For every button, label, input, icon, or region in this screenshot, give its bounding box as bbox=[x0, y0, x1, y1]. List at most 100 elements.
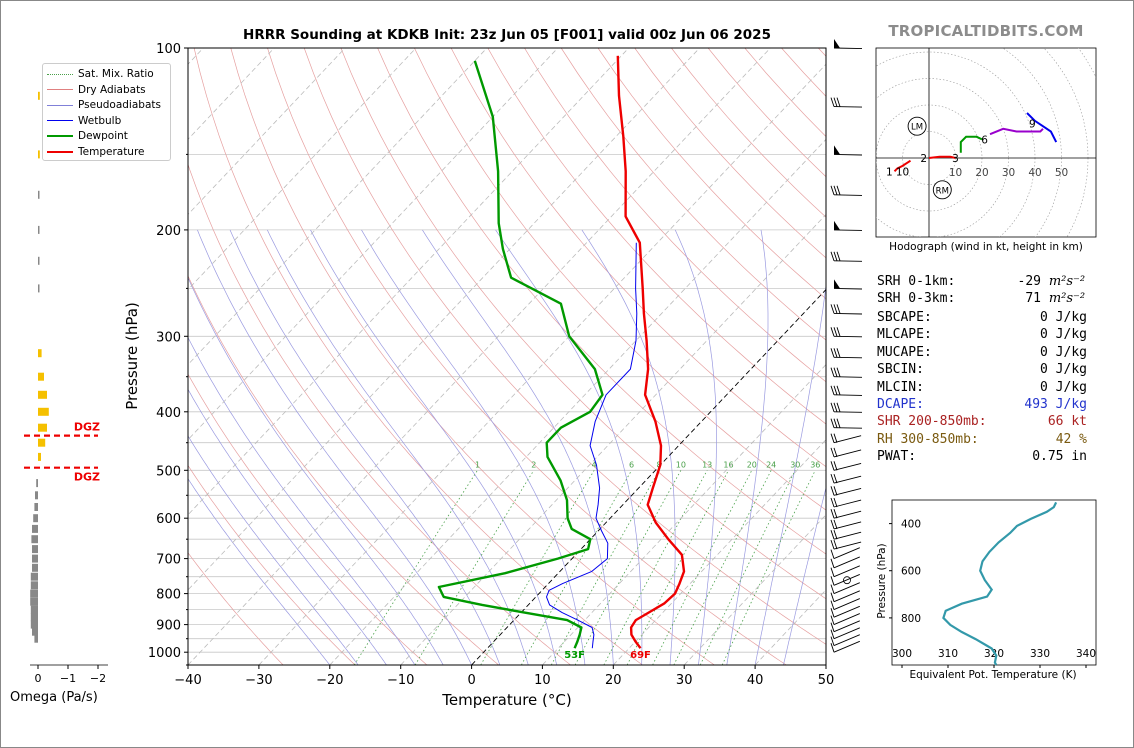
legend-swatch bbox=[47, 120, 73, 121]
omega-bar bbox=[38, 150, 40, 159]
stat-row: MLCAPE: 0 J/kg bbox=[877, 327, 1087, 342]
omega-bar bbox=[32, 554, 38, 563]
wind-barb-shaft bbox=[833, 613, 860, 626]
wind-barb-feather bbox=[836, 367, 841, 377]
pseudoadiabat-line bbox=[422, 229, 614, 665]
dry-adiabat-line bbox=[450, 48, 826, 468]
wind-barb-shaft bbox=[833, 194, 863, 196]
hodograph-trace bbox=[1026, 112, 1058, 143]
wind-barb-shaft bbox=[833, 312, 863, 315]
dry-adiabat-line bbox=[267, 48, 787, 665]
omega-bar bbox=[30, 620, 38, 629]
wind-barb-feather bbox=[836, 418, 841, 428]
mixing-ratio-label: 10 bbox=[676, 460, 686, 469]
wind-barb-shaft bbox=[833, 565, 860, 578]
thetae-y-tick-label: 800 bbox=[901, 613, 921, 625]
wind-barb-shaft bbox=[833, 582, 860, 595]
wind-barb-feather bbox=[830, 509, 835, 519]
stat-label: SHR 200-850mb: bbox=[877, 414, 987, 430]
wind-barb-feather bbox=[833, 486, 838, 496]
stat-value: 0 J/kg bbox=[1040, 344, 1087, 360]
wind-barb-feather bbox=[830, 251, 835, 261]
dry-adiabat-line bbox=[524, 48, 826, 383]
wind-barb-feather bbox=[830, 433, 835, 443]
wind-barb-feather bbox=[833, 418, 838, 428]
mixing-ratio-label: 4 bbox=[592, 460, 597, 469]
omega-bar bbox=[30, 581, 38, 590]
wind-barb-feather bbox=[833, 461, 838, 471]
wind-barb-feather bbox=[836, 402, 841, 412]
stat-label: MUCAPE: bbox=[877, 344, 932, 360]
hodograph-height-label: 2 bbox=[920, 153, 927, 165]
wind-barb-shaft bbox=[833, 627, 860, 640]
x-tick-label: −10 bbox=[387, 673, 414, 688]
wind-barb-feather bbox=[830, 615, 835, 625]
omega-bar bbox=[30, 597, 38, 606]
thetae-x-tick-label: 300 bbox=[892, 648, 912, 660]
wind-barb-feather bbox=[830, 348, 835, 358]
wind-barb-feather bbox=[833, 304, 838, 314]
wind-barb-feather bbox=[833, 367, 838, 377]
pseudoadiabat-line bbox=[310, 229, 557, 665]
wind-barb-feather bbox=[830, 558, 835, 568]
wind-barb-shaft bbox=[833, 573, 860, 586]
stat-value: 493 J/kg bbox=[1024, 397, 1087, 412]
omega-bar bbox=[30, 613, 38, 622]
x-tick-label: 20 bbox=[605, 673, 622, 688]
dgz-bottom-label: DGZ bbox=[74, 471, 100, 484]
wind-barb-shaft bbox=[833, 106, 863, 108]
surface-dewpoint-label: 53F bbox=[564, 650, 585, 661]
y-tick-label: 400 bbox=[156, 406, 181, 421]
stat-row: SBCIN: 0 J/kg bbox=[877, 362, 1087, 377]
wind-barb-feather bbox=[830, 519, 835, 530]
thetae-y-tick-label: 400 bbox=[901, 519, 921, 531]
omega-bar bbox=[38, 190, 40, 199]
wind-barb-feather bbox=[830, 385, 835, 395]
pseudoadiabat-line bbox=[197, 229, 472, 665]
dry-adiabat-line bbox=[193, 48, 643, 665]
hodograph-ring-label: 50 bbox=[1055, 167, 1068, 179]
omega-bar bbox=[38, 225, 40, 234]
legend-swatch bbox=[47, 73, 73, 75]
wind-barb-shaft bbox=[833, 510, 862, 519]
pseudoadiabat-line bbox=[188, 388, 387, 665]
mixing-ratio-label: 1 bbox=[475, 460, 480, 469]
stat-row: MUCAPE: 0 J/kg bbox=[877, 345, 1087, 360]
hodograph-ring-label: 20 bbox=[975, 167, 988, 179]
wind-barb-feather bbox=[830, 497, 835, 508]
omega-bar bbox=[34, 503, 38, 511]
x-tick-label: 50 bbox=[818, 673, 835, 688]
wind-barb-shaft bbox=[833, 335, 863, 338]
stat-row: RH 300-850mb: 42 % bbox=[877, 432, 1087, 447]
dry-adiabat-line bbox=[560, 48, 826, 341]
surface-temperature-label: 69F bbox=[630, 650, 651, 661]
hodograph: 10 20 30 40 50 1 2 3 6 9 10 LM RM bbox=[875, 47, 1097, 238]
mixing-ratio-line bbox=[699, 470, 796, 665]
hodograph-height-label: 9 bbox=[1029, 119, 1036, 131]
wind-barb-feather bbox=[830, 447, 835, 458]
wind-barb-feather bbox=[830, 608, 835, 618]
omega-bar bbox=[38, 438, 46, 447]
wind-barb-shaft bbox=[833, 531, 862, 540]
wind-barb-shaft bbox=[833, 590, 860, 603]
thetae-y-axis-label: Pressure (hPa) bbox=[876, 543, 888, 619]
pseudoadiabat-line bbox=[726, 229, 769, 665]
pseudoadiabat-line bbox=[188, 336, 416, 665]
stat-value: 0 J/kg bbox=[1040, 327, 1087, 343]
legend-swatch bbox=[47, 89, 73, 90]
stat-srh01: SRH 0-1km: -29 m²s⁻² bbox=[877, 274, 1086, 289]
legend-entry: Dewpoint bbox=[47, 129, 128, 143]
wind-barb-shaft bbox=[833, 356, 863, 359]
series-line-dewpoint bbox=[437, 60, 604, 649]
wind-barb-shaft bbox=[833, 499, 862, 508]
wind-barb-feather bbox=[833, 433, 838, 443]
legend-entry: Wetbulb bbox=[47, 114, 121, 128]
thetae-y-tick-label: 600 bbox=[901, 566, 921, 578]
omega-bar bbox=[32, 627, 38, 636]
isotherm-line bbox=[188, 48, 346, 216]
wind-barb-feather bbox=[833, 385, 838, 395]
wind-barb-flag bbox=[834, 145, 840, 155]
dry-adiabat-line bbox=[414, 48, 826, 511]
pseudoadiabat-line bbox=[783, 486, 826, 665]
thetae-x-axis-label: Equivalent Pot. Temperature (K) bbox=[909, 669, 1077, 681]
